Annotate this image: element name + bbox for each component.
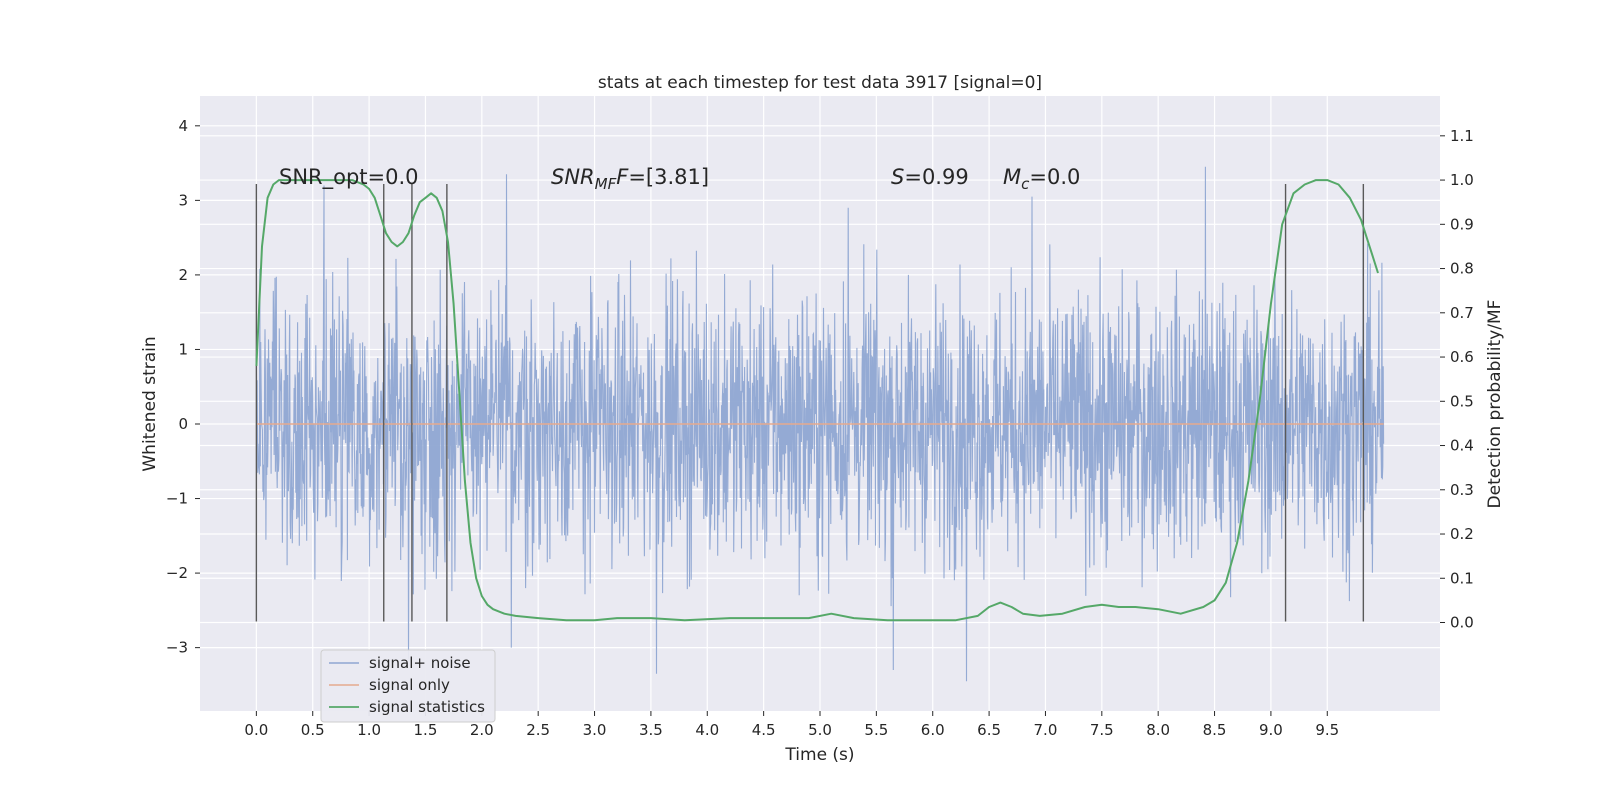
vertical-markers bbox=[255, 183, 1365, 622]
x-tick-label: 9.5 bbox=[1315, 721, 1339, 739]
x-tick-label: 2.5 bbox=[526, 721, 550, 739]
legend-label-signal-only: signal only bbox=[369, 676, 450, 694]
x-axis-ticks: 0.0 0.5 1.0 1.5 2.0 2.5 3.0 3.5 4.0 4.5 5.0 5.5 6.0 6… bbox=[244, 711, 1339, 739]
annotation-snr-mf-symbol: SNR bbox=[551, 165, 595, 189]
y-tick-label: −3 bbox=[166, 639, 188, 657]
signal-noise-line bbox=[255, 166, 1385, 682]
legend: signal+ noise signal only signal statist… bbox=[320, 649, 496, 723]
legend-box bbox=[320, 649, 496, 723]
x-tick-label: 3.5 bbox=[639, 721, 663, 739]
legend-label-signal-noise: signal+ noise bbox=[369, 654, 471, 672]
y2-tick-label: 0.0 bbox=[1450, 614, 1474, 632]
y-tick-label: 3 bbox=[178, 191, 188, 209]
x-tick-label: 6.0 bbox=[921, 721, 945, 739]
annotation-snr-opt: SNR_opt=0.0 bbox=[279, 165, 419, 190]
x-tick-label: 6.5 bbox=[977, 721, 1001, 739]
y-axis-ticks: 4 3 2 1 0 −1 −2 −3 bbox=[166, 117, 200, 657]
x-tick-label: 9.0 bbox=[1259, 721, 1283, 739]
y-tick-label: 2 bbox=[178, 266, 188, 284]
y2-axis-ticks: 1.1 1.0 0.9 0.8 0.7 0.6 0.5 0.4 0.3 0.2 0.1 0.0 bbox=[1440, 127, 1474, 632]
y-tick-label: 4 bbox=[178, 117, 188, 135]
x-tick-label: 7.5 bbox=[1090, 721, 1114, 739]
x-tick-label: 1.5 bbox=[414, 721, 438, 739]
chart-title: stats at each timestep for test data 391… bbox=[598, 73, 1042, 93]
x-tick-label: 4.5 bbox=[752, 721, 776, 739]
x-tick-label: 3.0 bbox=[583, 721, 607, 739]
y-tick-label: −1 bbox=[166, 490, 188, 508]
y2-tick-label: 1.0 bbox=[1450, 171, 1474, 189]
annotation-s-symbol: S bbox=[891, 165, 904, 189]
annotation-snr-mf: SNRMFF=[3.81] bbox=[551, 165, 709, 193]
x-tick-label: 8.0 bbox=[1146, 721, 1170, 739]
annotation-mc-value: =0.0 bbox=[1029, 165, 1080, 189]
legend-label-signal-statistics: signal statistics bbox=[369, 698, 485, 716]
y2-tick-label: 0.7 bbox=[1450, 304, 1474, 322]
signal-statistics-line bbox=[255, 179, 1379, 622]
y2-tick-label: 1.1 bbox=[1450, 127, 1474, 145]
y2-tick-label: 0.8 bbox=[1450, 260, 1474, 278]
annotation-snr-mf-subscript: MF bbox=[595, 175, 617, 193]
annotation-mc: Mc=0.0 bbox=[1003, 165, 1080, 193]
signal-noise-series bbox=[255, 166, 1385, 682]
x-tick-label: 5.5 bbox=[864, 721, 888, 739]
y2-tick-label: 0.5 bbox=[1450, 392, 1474, 410]
annotation-s: S=0.99 bbox=[891, 165, 969, 189]
annotation-mc-symbol: M bbox=[1003, 165, 1021, 189]
x-tick-label: 4.0 bbox=[695, 721, 719, 739]
annotation-snr-mf-value: =[3.81] bbox=[628, 165, 709, 189]
y-tick-label: 1 bbox=[178, 340, 188, 358]
y-tick-label: −2 bbox=[166, 564, 188, 582]
x-tick-label: 1.0 bbox=[357, 721, 381, 739]
y2-tick-label: 0.9 bbox=[1450, 215, 1474, 233]
y-tick-label: 0 bbox=[178, 415, 188, 433]
y2-tick-label: 0.6 bbox=[1450, 348, 1474, 366]
x-tick-label: 5.0 bbox=[808, 721, 832, 739]
x-tick-label: 2.0 bbox=[470, 721, 494, 739]
signal-statistics-series bbox=[255, 179, 1379, 622]
annotation-mc-subscript: c bbox=[1021, 175, 1030, 193]
x-tick-label: 7.0 bbox=[1034, 721, 1058, 739]
x-tick-label: 8.5 bbox=[1203, 721, 1227, 739]
y2-tick-label: 0.3 bbox=[1450, 481, 1474, 499]
annotation-s-value: =0.99 bbox=[904, 165, 968, 189]
x-tick-label: 0.0 bbox=[244, 721, 268, 739]
y2-tick-label: 0.1 bbox=[1450, 569, 1474, 587]
y2-tick-label: 0.4 bbox=[1450, 437, 1474, 455]
x-tick-label: 0.5 bbox=[301, 721, 325, 739]
annotation-snr-mf-f: F bbox=[616, 165, 629, 189]
y2-axis-label: Detection probability/MF bbox=[1485, 300, 1505, 509]
y-axis-label: Whitened strain bbox=[140, 336, 160, 471]
y2-tick-label: 0.2 bbox=[1450, 525, 1474, 543]
x-axis-label: Time (s) bbox=[784, 745, 854, 765]
